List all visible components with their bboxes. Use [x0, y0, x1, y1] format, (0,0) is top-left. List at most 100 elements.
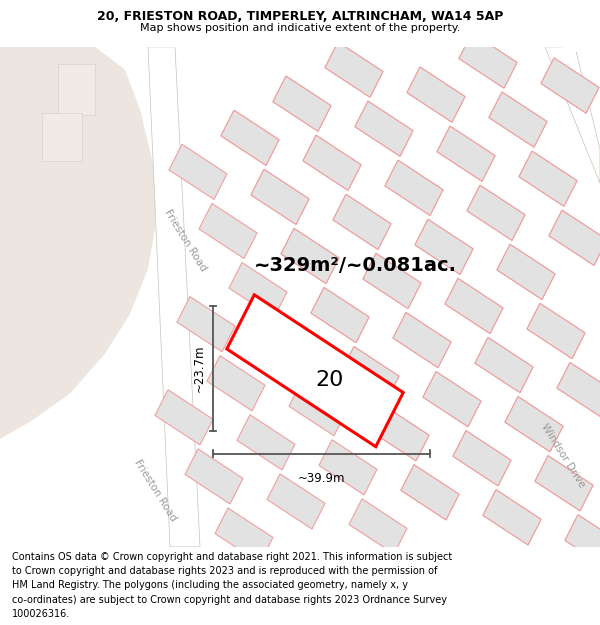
Polygon shape — [355, 101, 413, 156]
Text: to Crown copyright and database rights 2023 and is reproduced with the permissio: to Crown copyright and database rights 2… — [12, 566, 437, 576]
Text: 20, FRIESTON ROAD, TIMPERLEY, ALTRINCHAM, WA14 5AP: 20, FRIESTON ROAD, TIMPERLEY, ALTRINCHAM… — [97, 10, 503, 23]
Polygon shape — [535, 456, 593, 511]
Polygon shape — [325, 42, 383, 97]
Polygon shape — [519, 151, 577, 206]
Polygon shape — [475, 338, 533, 392]
Polygon shape — [519, 151, 577, 206]
Polygon shape — [281, 228, 339, 284]
Polygon shape — [349, 499, 407, 554]
Polygon shape — [385, 160, 443, 216]
Polygon shape — [303, 135, 361, 191]
Polygon shape — [333, 194, 391, 249]
Text: Windsor Drive: Windsor Drive — [539, 422, 587, 490]
Polygon shape — [565, 515, 600, 570]
Polygon shape — [221, 110, 279, 166]
Polygon shape — [311, 288, 369, 342]
Polygon shape — [341, 347, 399, 402]
Text: HM Land Registry. The polygons (including the associated geometry, namely x, y: HM Land Registry. The polygons (includin… — [12, 581, 408, 591]
Polygon shape — [437, 126, 495, 181]
Polygon shape — [505, 397, 563, 452]
Polygon shape — [251, 169, 309, 224]
Polygon shape — [311, 288, 369, 342]
Polygon shape — [393, 312, 451, 368]
Polygon shape — [42, 112, 82, 161]
Polygon shape — [483, 490, 541, 545]
Polygon shape — [407, 67, 465, 122]
Polygon shape — [155, 390, 213, 445]
Polygon shape — [325, 42, 383, 97]
Polygon shape — [227, 295, 403, 447]
Text: 100026316.: 100026316. — [12, 609, 70, 619]
Polygon shape — [221, 110, 279, 166]
Polygon shape — [423, 372, 481, 427]
Polygon shape — [437, 126, 495, 181]
Polygon shape — [453, 431, 511, 486]
Polygon shape — [527, 303, 585, 359]
Polygon shape — [541, 58, 599, 113]
Text: ~23.7m: ~23.7m — [193, 345, 205, 392]
Polygon shape — [557, 362, 600, 418]
Polygon shape — [215, 508, 273, 563]
Polygon shape — [273, 76, 331, 131]
Polygon shape — [407, 67, 465, 122]
Polygon shape — [415, 219, 473, 274]
Text: Frieston Road: Frieston Road — [162, 208, 208, 272]
Polygon shape — [445, 278, 503, 334]
Polygon shape — [207, 356, 265, 411]
Text: ~39.9m: ~39.9m — [298, 472, 345, 485]
Polygon shape — [281, 228, 339, 284]
Polygon shape — [148, 47, 200, 547]
Polygon shape — [497, 244, 555, 299]
Polygon shape — [363, 253, 421, 309]
Polygon shape — [371, 406, 429, 461]
Polygon shape — [177, 297, 235, 352]
Polygon shape — [393, 312, 451, 368]
Polygon shape — [289, 381, 347, 436]
Polygon shape — [423, 372, 481, 427]
Polygon shape — [505, 397, 563, 452]
Polygon shape — [303, 135, 361, 191]
Polygon shape — [251, 169, 309, 224]
Polygon shape — [199, 203, 257, 259]
Polygon shape — [415, 219, 473, 274]
Polygon shape — [229, 262, 287, 318]
Polygon shape — [333, 194, 391, 249]
Polygon shape — [535, 456, 593, 511]
Polygon shape — [371, 406, 429, 461]
Text: Map shows position and indicative extent of the property.: Map shows position and indicative extent… — [140, 22, 460, 32]
Polygon shape — [549, 210, 600, 266]
Polygon shape — [541, 58, 599, 113]
Polygon shape — [169, 144, 227, 199]
Polygon shape — [0, 47, 155, 439]
Polygon shape — [467, 185, 525, 241]
Polygon shape — [319, 440, 377, 495]
Polygon shape — [467, 185, 525, 241]
Polygon shape — [267, 474, 325, 529]
Polygon shape — [401, 465, 459, 520]
Polygon shape — [259, 322, 317, 377]
Polygon shape — [549, 210, 600, 266]
Polygon shape — [445, 278, 503, 334]
Polygon shape — [557, 362, 600, 418]
Polygon shape — [483, 490, 541, 545]
Text: Contains OS data © Crown copyright and database right 2021. This information is : Contains OS data © Crown copyright and d… — [12, 551, 452, 561]
Polygon shape — [453, 431, 511, 486]
Text: co-ordinates) are subject to Crown copyright and database rights 2023 Ordnance S: co-ordinates) are subject to Crown copyr… — [12, 595, 447, 605]
Polygon shape — [459, 33, 517, 88]
Polygon shape — [489, 92, 547, 147]
Polygon shape — [497, 244, 555, 299]
Polygon shape — [273, 76, 331, 131]
Polygon shape — [401, 465, 459, 520]
Text: Frieston Road: Frieston Road — [132, 458, 178, 522]
Polygon shape — [341, 347, 399, 402]
Polygon shape — [355, 101, 413, 156]
Polygon shape — [58, 64, 95, 115]
Polygon shape — [185, 449, 243, 504]
Polygon shape — [385, 160, 443, 216]
Text: ~329m²/~0.081ac.: ~329m²/~0.081ac. — [254, 256, 457, 274]
Polygon shape — [560, 47, 600, 92]
Polygon shape — [475, 338, 533, 392]
Polygon shape — [545, 47, 600, 183]
Text: 20: 20 — [316, 370, 344, 390]
Polygon shape — [459, 33, 517, 88]
